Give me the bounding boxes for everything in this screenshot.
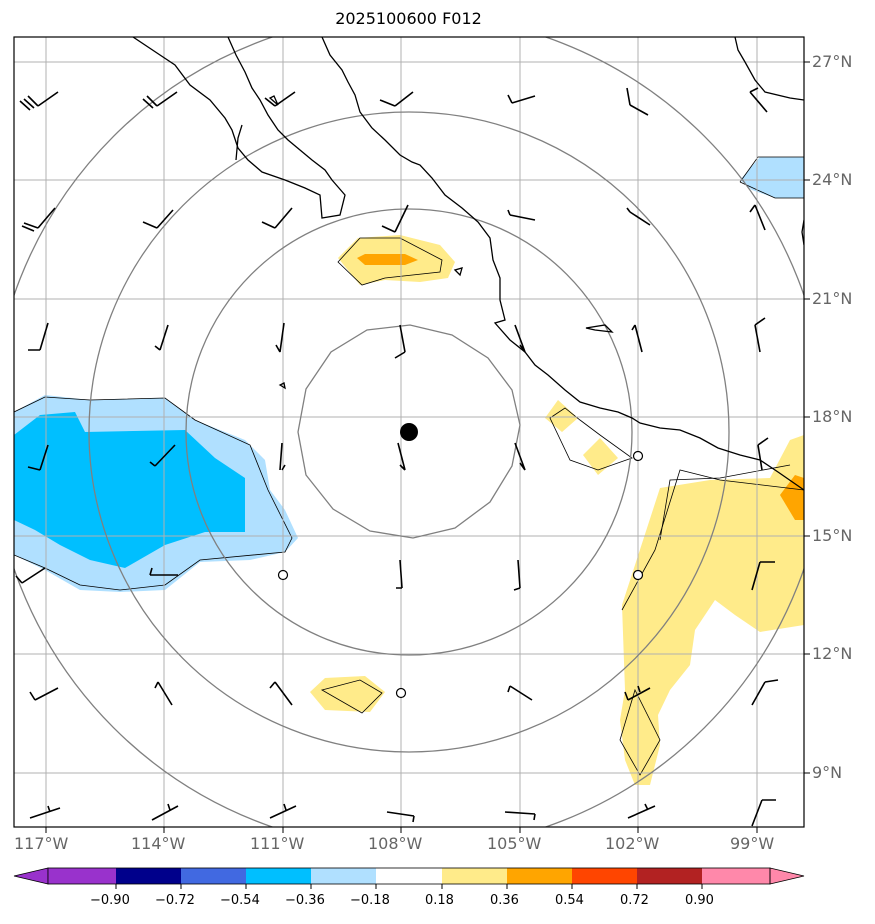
lat-label-18n: 18°N <box>812 407 853 426</box>
coastline <box>132 37 804 491</box>
calm-markers <box>277 450 644 699</box>
lat-label-15n: 15°N <box>812 526 853 545</box>
lat-label-24n: 24°N <box>812 170 853 189</box>
colorbar-tick-9: 0.90 <box>685 893 714 908</box>
range-rings <box>14 37 804 827</box>
lon-label-117w: 117°W <box>14 834 69 853</box>
colorbar-tick-3: −0.36 <box>285 893 325 908</box>
colorbar-seg-8 <box>572 868 637 884</box>
colorbar-low-extension <box>13 867 49 885</box>
colorbar-seg-10 <box>702 868 770 884</box>
colorbar-seg-7 <box>507 868 572 884</box>
lon-label-102w: 102°W <box>605 834 660 853</box>
colorbar-tick-2: −0.54 <box>220 893 260 908</box>
positive-anomaly-east <box>620 435 804 785</box>
range-ring-3 <box>88 111 730 753</box>
range-ring-2 <box>185 208 633 656</box>
colorbar-seg-3 <box>246 868 311 884</box>
colorbar-seg-6 <box>442 868 507 884</box>
colorbar-tick-0: −0.90 <box>90 893 130 908</box>
positive-anomaly-north-core <box>357 254 418 265</box>
colorbar-seg-0 <box>48 868 116 884</box>
lat-label-21n: 21°N <box>812 289 853 308</box>
colorbar-tick-1: −0.72 <box>155 893 195 908</box>
colorbar-tick-6: 0.36 <box>490 893 519 908</box>
positive-anomaly-south <box>310 676 385 712</box>
lon-label-105w: 105°W <box>487 834 542 853</box>
colorbar-seg-9 <box>637 868 702 884</box>
lon-label-114w: 114°W <box>131 834 186 853</box>
lat-label-9n: 9°N <box>812 763 843 782</box>
range-ring-1 <box>297 324 521 539</box>
colorbar-tick-7: 0.54 <box>555 893 584 908</box>
colorbar-seg-4 <box>311 868 376 884</box>
plot-frame <box>13 36 805 828</box>
lon-label-111w: 111°W <box>250 834 305 853</box>
colorbar-high-extension <box>769 867 805 885</box>
lat-label-12n: 12°N <box>812 644 853 663</box>
lon-label-108w: 108°W <box>368 834 423 853</box>
lon-label-99w: 99°W <box>730 834 775 853</box>
positive-anomaly-coast <box>545 400 618 475</box>
map-title: 2025100600 F012 <box>335 9 482 28</box>
colorbar-tick-8: 0.72 <box>620 893 649 908</box>
wind-barbs <box>15 87 779 827</box>
storm-center-marker <box>400 423 418 441</box>
colorbar-seg-2 <box>181 868 246 884</box>
colorbar-tick-4: −0.18 <box>350 893 390 908</box>
colorbar <box>13 867 805 889</box>
negative-anomaly-ne <box>740 157 804 198</box>
colorbar-seg-5 <box>376 868 442 884</box>
colorbar-tick-5: 0.18 <box>425 893 454 908</box>
colorbar-seg-1 <box>116 868 181 884</box>
lat-label-27n: 27°N <box>812 52 853 71</box>
